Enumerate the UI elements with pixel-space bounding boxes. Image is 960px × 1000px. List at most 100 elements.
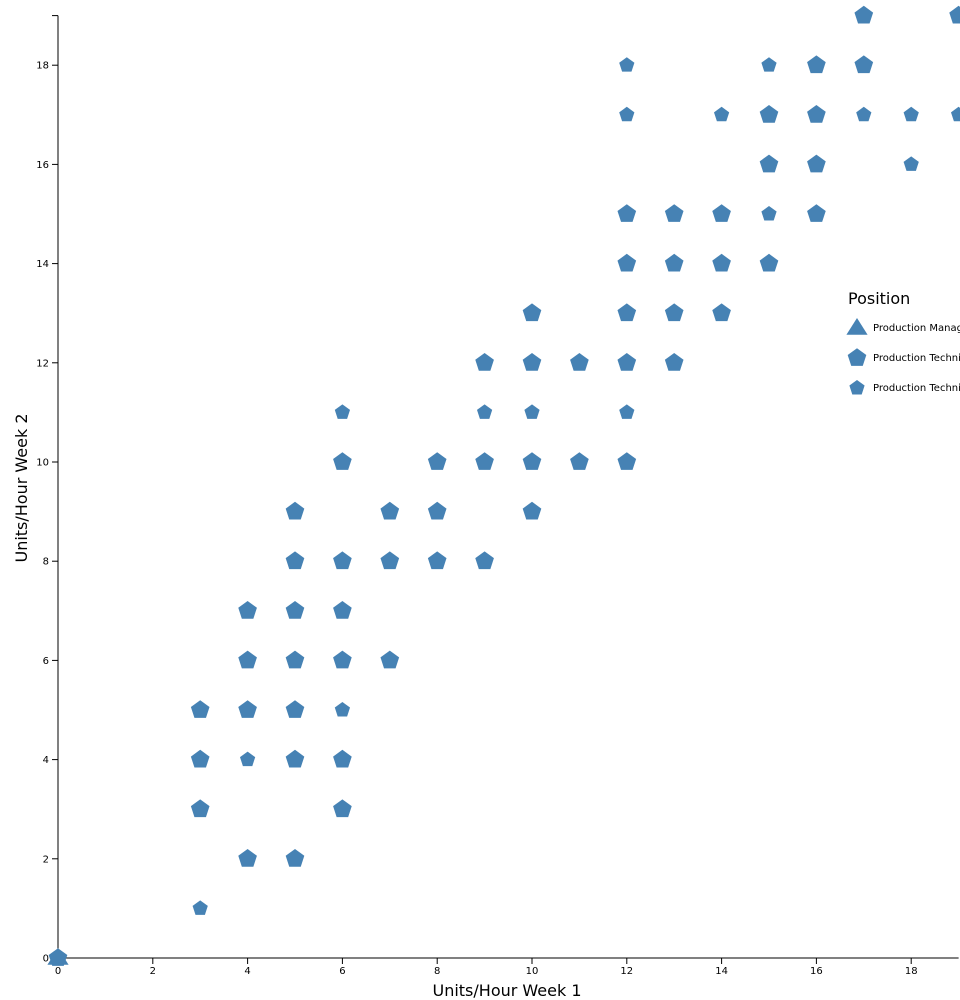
y-tick: 12	[36, 358, 58, 369]
data-point	[712, 303, 731, 322]
data-point	[380, 650, 400, 669]
data-point	[380, 501, 400, 520]
data-point	[619, 57, 635, 72]
legend-label: Production Technician II	[873, 383, 960, 394]
data-point	[664, 303, 684, 322]
data-point	[759, 154, 779, 173]
x-tick: 14	[715, 958, 728, 977]
data-point	[522, 303, 542, 322]
x-tick: 18	[905, 958, 918, 977]
data-point	[854, 5, 874, 24]
data-point	[664, 204, 684, 222]
y-tick-label: 16	[36, 160, 49, 171]
data-point	[476, 404, 493, 419]
y-tick-label: 4	[43, 755, 49, 766]
x-tick: 8	[434, 958, 440, 977]
data-point	[903, 106, 919, 122]
data-point	[380, 551, 400, 570]
data-point	[475, 452, 494, 470]
data-point	[333, 749, 352, 768]
data-point	[570, 353, 589, 371]
data-point	[807, 154, 826, 173]
data-point	[522, 452, 542, 470]
data-point	[238, 700, 257, 718]
y-tick-label: 2	[43, 854, 49, 865]
data-point	[427, 501, 447, 520]
y-tick-label: 6	[43, 656, 49, 667]
data-point	[759, 253, 779, 272]
y-tick-label: 10	[36, 458, 49, 469]
data-point	[238, 650, 257, 669]
data-point	[712, 253, 731, 272]
y-tick: 6	[43, 656, 58, 667]
data-point	[759, 105, 779, 123]
x-tick-label: 2	[150, 966, 156, 977]
y-tick-label: 18	[36, 61, 49, 72]
data-point	[475, 353, 494, 371]
legend-item: Production Manager	[846, 317, 960, 335]
y-tick: 8	[43, 557, 58, 568]
x-tick-label: 12	[620, 966, 633, 977]
legend: Position Production Manager Production Te…	[846, 289, 960, 395]
legend-label: Production Manager	[873, 323, 960, 334]
data-point	[713, 106, 730, 122]
data-point	[285, 700, 305, 718]
data-point	[664, 253, 684, 272]
y-tick-label: 12	[36, 358, 49, 369]
data-point	[570, 452, 589, 470]
x-axis-title: Units/Hour Week 1	[432, 981, 581, 1000]
y-tick: 10	[36, 458, 58, 469]
y-tick-label: 0	[43, 954, 49, 965]
data-point	[238, 849, 257, 867]
data-point	[334, 702, 351, 717]
x-tick-label: 10	[526, 966, 539, 977]
data-point	[427, 551, 447, 570]
data-points	[47, 5, 960, 966]
data-point	[522, 501, 542, 520]
data-point	[619, 404, 635, 419]
x-tick-label: 4	[244, 966, 250, 977]
data-point	[192, 900, 208, 915]
data-point	[475, 551, 494, 570]
x-tick: 6	[339, 958, 346, 977]
y-tick: 4	[43, 755, 58, 766]
data-point	[190, 700, 210, 718]
x-axis: 0 2 4 6 8 10 12 14 16 18	[55, 957, 959, 977]
data-point	[617, 452, 637, 470]
data-point	[856, 106, 872, 122]
data-point	[190, 799, 210, 818]
legend-title: Position	[848, 289, 910, 308]
y-tick: 18	[36, 61, 58, 72]
legend-item: Production Technician II	[849, 380, 960, 395]
data-point	[334, 404, 351, 419]
x-tick-label: 8	[434, 966, 440, 977]
data-point	[617, 353, 637, 371]
data-point	[761, 57, 777, 72]
x-tick: 12	[620, 958, 633, 977]
data-point	[617, 303, 637, 322]
data-point	[522, 353, 542, 371]
x-tick: 2	[150, 958, 156, 977]
legend-symbol	[849, 380, 865, 395]
y-tick: 14	[36, 259, 58, 270]
legend-symbol	[847, 348, 867, 366]
data-point	[47, 947, 69, 965]
x-tick-label: 18	[905, 966, 918, 977]
y-tick: 2	[43, 854, 58, 865]
data-point	[285, 551, 305, 570]
data-point	[427, 452, 447, 470]
data-point	[524, 404, 540, 419]
y-axis-title: Units/Hour Week 2	[12, 413, 31, 562]
data-point	[807, 105, 826, 123]
legend-label: Production Technician I	[873, 353, 960, 364]
data-point	[950, 106, 960, 122]
data-point	[333, 650, 352, 669]
y-tick-label: 14	[36, 259, 49, 270]
data-point	[807, 55, 826, 74]
data-point	[949, 5, 960, 24]
data-point	[285, 849, 305, 867]
x-tick-label: 16	[810, 966, 823, 977]
data-point	[664, 353, 684, 371]
data-point	[285, 749, 305, 768]
